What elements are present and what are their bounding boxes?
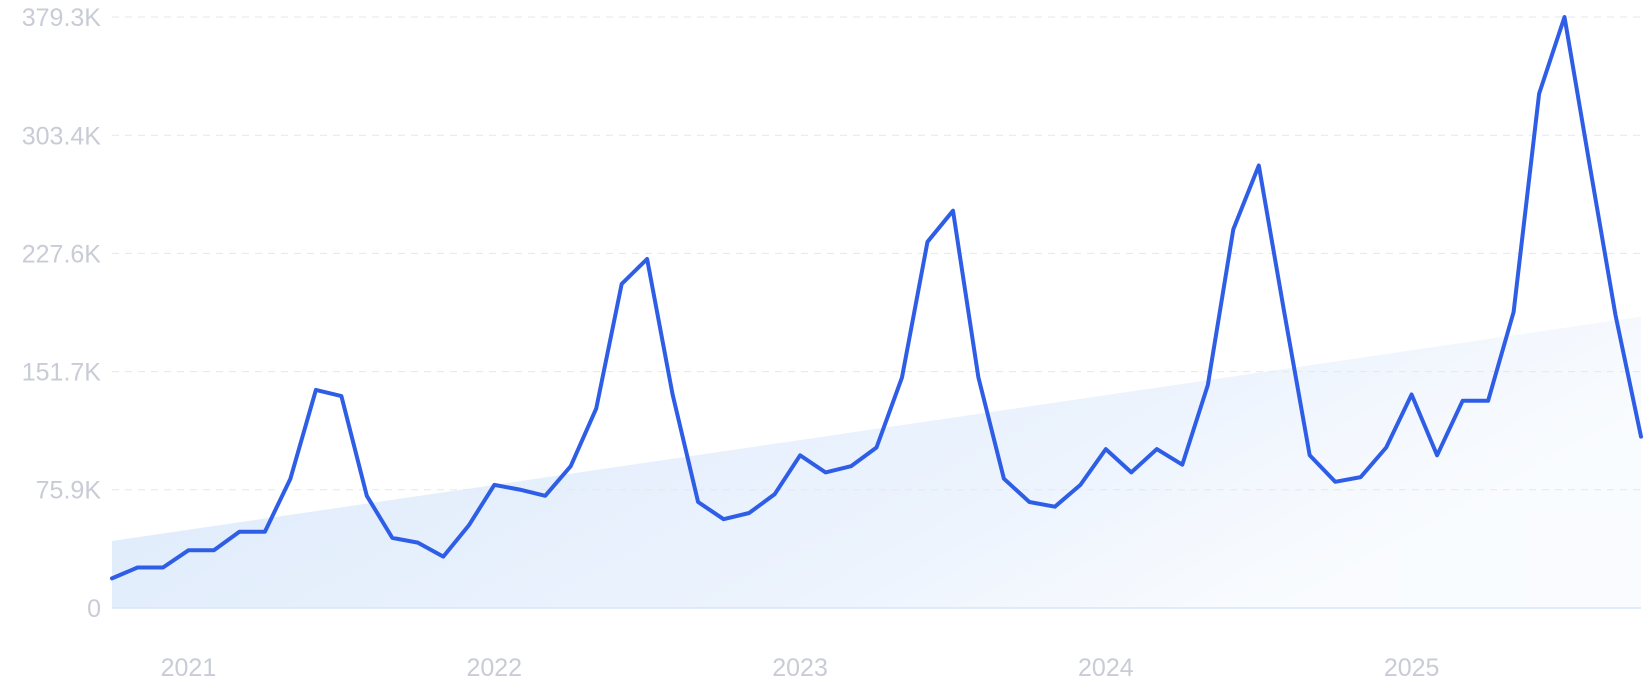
y-tick-label: 151.7K bbox=[22, 359, 102, 387]
x-axis: 2021 2022 2023 2024 2025 bbox=[161, 654, 1440, 682]
trend-area-layer bbox=[112, 316, 1641, 608]
x-tick-label: 2024 bbox=[1078, 654, 1134, 682]
y-axis: 0 75.9K 151.7K 227.6K 303.4K 379.3K bbox=[22, 4, 102, 623]
y-tick-label: 75.9K bbox=[36, 477, 102, 505]
x-tick-label: 2022 bbox=[466, 654, 522, 682]
x-tick-label: 2025 bbox=[1384, 654, 1440, 682]
y-tick-label: 227.6K bbox=[22, 240, 102, 268]
y-tick-label: 0 bbox=[87, 595, 101, 623]
y-tick-label: 303.4K bbox=[22, 122, 102, 150]
series-line bbox=[110, 15, 1643, 581]
series-layer bbox=[110, 15, 1643, 581]
x-tick-label: 2023 bbox=[772, 654, 828, 682]
x-tick-label: 2021 bbox=[161, 654, 217, 682]
trend-area bbox=[112, 316, 1641, 608]
y-tick-label: 379.3K bbox=[22, 4, 102, 32]
grid-lines bbox=[112, 16, 1641, 609]
